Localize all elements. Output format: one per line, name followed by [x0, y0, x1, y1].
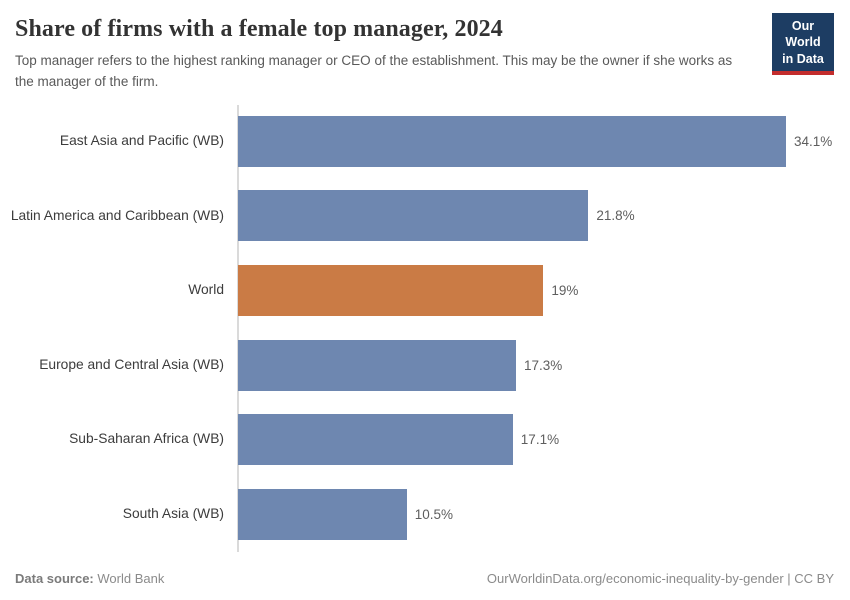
category-label: East Asia and Pacific (WB): [59, 133, 224, 149]
chart-row: Latin America and Caribbean (WB) 21.8%: [0, 179, 850, 254]
data-source-value: World Bank: [97, 571, 165, 586]
owid-logo-line1: Our World: [785, 19, 821, 50]
value-label: 19%: [551, 282, 579, 298]
data-source: Data source: World Bank: [15, 571, 164, 586]
bar-highlight[interactable]: [238, 264, 544, 316]
data-source-label: Data source:: [15, 571, 94, 586]
value-label: 10.5%: [414, 506, 454, 522]
owid-logo-line2: in Data: [782, 51, 824, 66]
bar[interactable]: [238, 339, 517, 391]
chart-footer: Data source: World Bank OurWorldinData.o…: [15, 571, 834, 586]
owid-logo[interactable]: Our World in Data: [772, 13, 834, 75]
chart-row: Europe and Central Asia (WB) 17.3%: [0, 328, 850, 403]
chart-row: South Asia (WB) 10.5%: [0, 477, 850, 552]
value-label: 17.3%: [524, 357, 563, 373]
page-title: Share of firms with a female top manager…: [15, 16, 503, 42]
value-label: 34.1%: [794, 133, 833, 149]
value-label: 21.8%: [596, 208, 635, 224]
bar[interactable]: [238, 190, 589, 242]
bar[interactable]: [238, 414, 513, 466]
chart-row: East Asia and Pacific (WB) 34.1%: [0, 104, 850, 179]
category-label: Latin America and Caribbean (WB): [10, 207, 224, 223]
chart-row: World 19%: [0, 253, 850, 328]
value-label: 17.1%: [520, 432, 560, 448]
bar[interactable]: [238, 488, 407, 540]
chart-subtitle: Top manager refers to the highest rankin…: [15, 53, 733, 90]
category-label: Sub-Saharan Africa (WB): [69, 431, 224, 447]
chart-row: Sub-Saharan Africa (WB) 17.1%: [0, 402, 850, 477]
category-label: Europe and Central Asia (WB): [39, 356, 224, 372]
category-label: World: [188, 282, 224, 298]
attribution-link[interactable]: OurWorldinData.org/economic-inequality-b…: [486, 571, 834, 586]
y-axis-line: [237, 105, 239, 552]
category-label: South Asia (WB): [122, 505, 224, 521]
chart-header: Share of firms with a female top manager…: [15, 13, 834, 93]
bar-chart: East Asia and Pacific (WB) 34.1% Latin Ame…: [0, 104, 850, 552]
bar[interactable]: [238, 115, 786, 167]
